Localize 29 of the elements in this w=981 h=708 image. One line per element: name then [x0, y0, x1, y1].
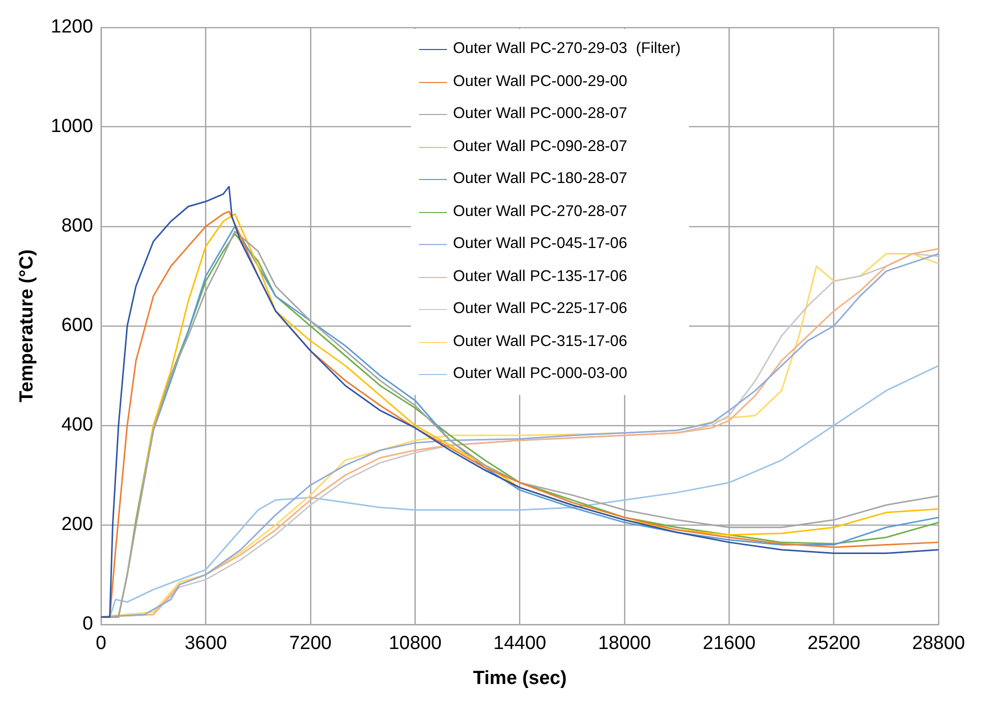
legend-label: Outer Wall PC-045-17-06 — [452, 234, 628, 254]
x-tick-label: 14400 — [493, 633, 546, 654]
legend-label: Outer Wall PC-135-17-06 — [452, 266, 628, 287]
legend-label: Outer Wall PC-000-29-00 — [452, 72, 628, 92]
y-tick-label: 600 — [61, 315, 94, 336]
legend-label: Outer Wall PC-090-28-07 — [452, 136, 628, 157]
legend-label: Outer Wall PC-225-17-06 — [452, 299, 628, 320]
legend-label: Outer Wall PC-000-03-00 — [452, 364, 628, 384]
x-axis-title: Time (sec) — [473, 668, 567, 689]
y-tick-label: 200 — [61, 514, 94, 536]
x-tick-label: 18000 — [598, 633, 651, 654]
y-axis-title: Temperature (°C) — [16, 249, 38, 402]
x-tick-label: 10800 — [388, 633, 442, 654]
x-tick-label: 21600 — [702, 633, 756, 654]
y-tick-label: 400 — [61, 414, 94, 436]
x-tick-label: 3600 — [184, 633, 227, 654]
y-tick-label: 1200 — [50, 16, 94, 38]
y-tick-label: 0 — [82, 614, 94, 635]
x-tick-label: 7200 — [289, 633, 332, 654]
legend-label: Outer Wall PC-270-29-03 (Filter) — [452, 39, 681, 60]
legend-label: Outer Wall PC-180-28-07 — [452, 169, 628, 190]
x-tick-label: 28800 — [912, 633, 966, 654]
x-tick-label: 25200 — [807, 633, 860, 654]
legend-label: Outer Wall PC-315-17-06 — [452, 332, 628, 352]
y-tick-label: 800 — [61, 216, 94, 237]
y-tick-label: 1000 — [50, 116, 94, 138]
legend-label: Outer Wall PC-270-28-07 — [452, 202, 628, 222]
x-tick-label: 0 — [96, 633, 106, 654]
legend-label: Outer Wall PC-000-28-07 — [452, 104, 628, 124]
